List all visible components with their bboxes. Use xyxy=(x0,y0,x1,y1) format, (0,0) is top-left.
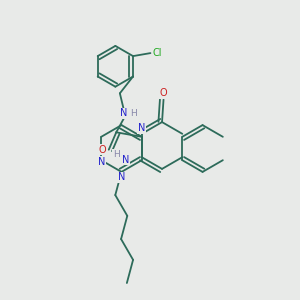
Text: H: H xyxy=(113,150,120,159)
Text: Cl: Cl xyxy=(152,48,162,58)
Text: N: N xyxy=(98,157,105,167)
Text: N: N xyxy=(118,172,125,182)
Text: N: N xyxy=(122,154,129,165)
Text: N: N xyxy=(138,123,146,134)
Text: O: O xyxy=(160,88,167,98)
Text: H: H xyxy=(130,109,137,118)
Text: N: N xyxy=(120,108,127,118)
Text: O: O xyxy=(98,145,106,155)
